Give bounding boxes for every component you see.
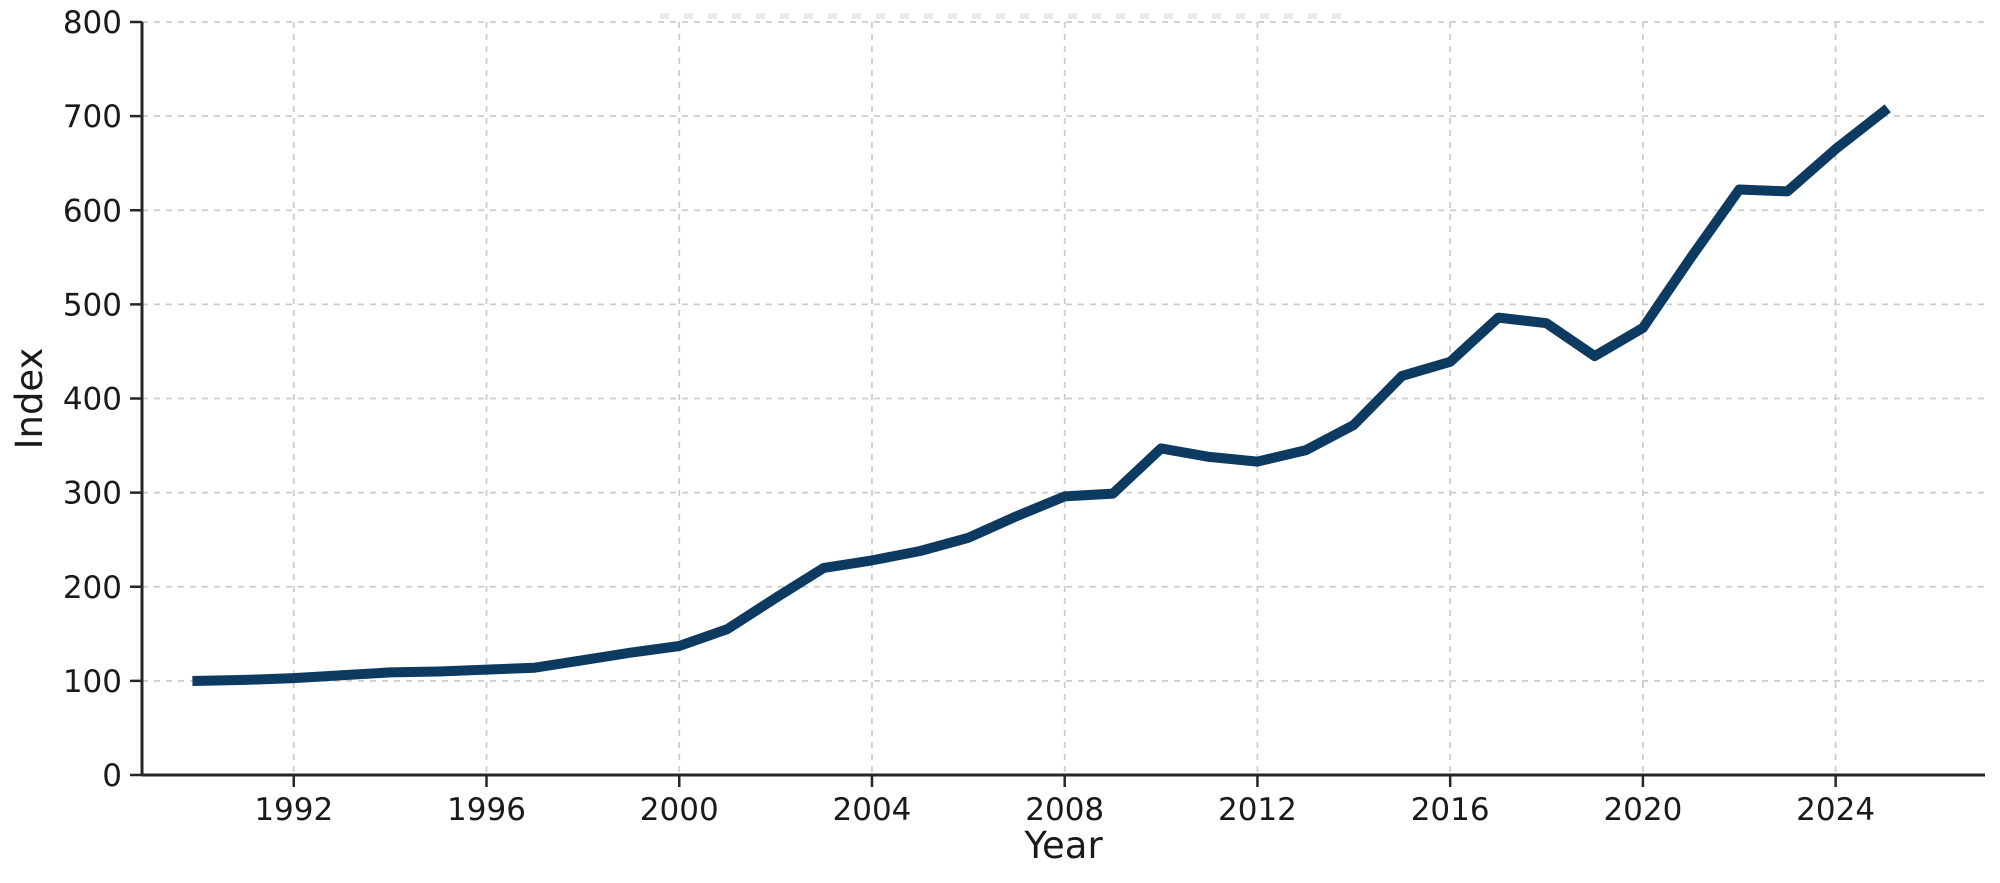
x-tick-label: 2020	[1603, 792, 1682, 828]
y-tick-label: 400	[63, 382, 122, 418]
data-layer	[192, 104, 1891, 687]
x-tick-label: 1992	[254, 792, 333, 828]
x-tick-label: 2000	[640, 792, 719, 828]
x-axis-label: Year	[1023, 824, 1103, 867]
y-tick-label: 500	[63, 287, 122, 323]
grid-layer	[142, 21, 1985, 775]
x-tick-label: 2016	[1411, 792, 1490, 828]
label-layer: Year Index	[8, 348, 1103, 867]
y-tick-label: 0	[102, 758, 122, 794]
y-axis-label: Index	[8, 348, 51, 450]
y-tick-label: 700	[63, 99, 122, 135]
x-tick-label: 2008	[1025, 792, 1104, 828]
y-tick-label: 300	[63, 476, 122, 512]
x-tick-label: 1996	[447, 792, 526, 828]
y-tick-label: 100	[63, 664, 122, 700]
axis-layer: 0 100 200 300 400 500 600 700 800 1992 1996 2000 200…	[63, 5, 1985, 828]
y-tick-label: 200	[63, 570, 122, 606]
x-tick-label: 2024	[1796, 792, 1875, 828]
x-tick-label: 2012	[1218, 792, 1297, 828]
y-tick-label: 800	[63, 5, 122, 41]
data-line	[192, 104, 1891, 687]
y-tick-label: 600	[63, 193, 122, 229]
x-tick-label: 2004	[833, 792, 912, 828]
